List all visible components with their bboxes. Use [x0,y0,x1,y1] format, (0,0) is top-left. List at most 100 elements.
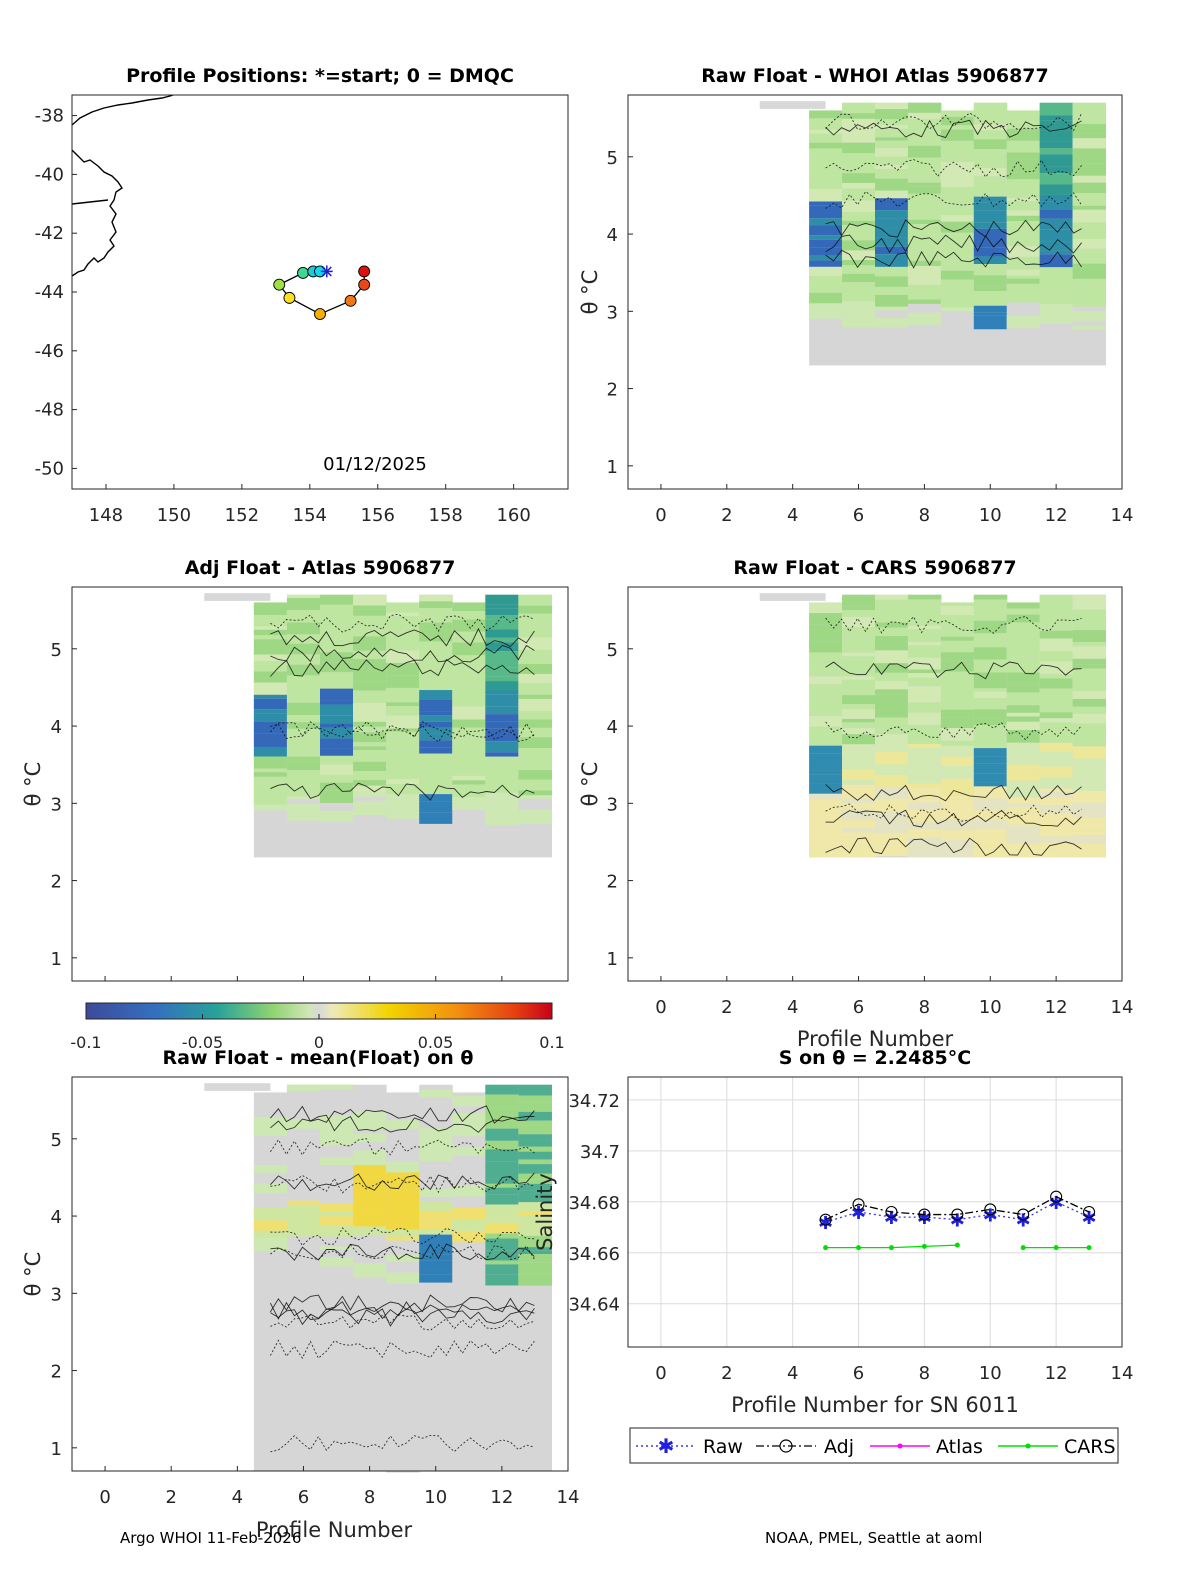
xtick-label: 4 [787,997,798,1018]
heatmap-cell [842,728,876,735]
heatmap-cell [940,241,975,249]
heatmap-cell [1039,288,1074,294]
heatmap-cell [353,726,387,733]
heatmap-cell [320,1115,354,1127]
heatmap-cell [875,844,909,857]
heatmap-cell [1039,250,1074,255]
heatmap-cell [973,222,1008,229]
heatmap-cell [940,129,975,141]
heatmap-cell [419,721,453,728]
sal-point-adj [885,1205,898,1219]
heatmap-cell [1039,274,1074,282]
heatmap-cell [809,235,843,240]
sal-xtick-label: 4 [787,1363,798,1384]
heatmap-cell [809,664,843,677]
heatmap-cell [1072,205,1107,210]
heatmap-cell [419,622,453,630]
heatmap-cell [842,153,876,162]
contour-line [269,1301,535,1321]
heatmap-cell [353,1150,387,1157]
profile-column [452,602,486,858]
sal-xtick-label: 0 [655,1363,666,1384]
colorbar-tick-label: -0.1 [70,1033,101,1052]
heatmap-cell [907,677,942,687]
heatmap-cell [907,747,942,756]
sal-xtick-label: 6 [853,1363,864,1384]
heatmap-cell [419,645,453,659]
heatmap-cell [452,775,486,781]
sal-xlabel: Profile Number for SN 6011 [731,1393,1019,1417]
heatmap-cell [353,811,387,816]
heatmap-cell [1006,172,1041,180]
heatmap-cell [940,605,975,615]
xtick-label: 6 [853,997,864,1018]
heatmap-cell [907,838,942,850]
heatmap-cell [973,659,1008,673]
heatmap-cell [386,1220,420,1230]
heatmap-cell [353,761,387,766]
sal-point-raw: ✱ [1082,1208,1097,1229]
heatmap-cell [940,298,975,308]
heatmap-cell [907,609,942,618]
heatmap-cell [518,594,552,606]
heatmap-cell [973,315,1008,326]
heatmap-cell [518,1125,552,1135]
heatmap-cell [286,761,321,771]
heatmap-cell [419,757,453,768]
heatmap-cell [1006,622,1041,628]
heatmap-cell [485,629,519,638]
heatmap-cell [253,780,288,793]
xtick-label: 14 [1111,997,1134,1018]
heatmap-cell [875,178,909,191]
heatmap-cell [419,1201,453,1212]
xtick-label: 8 [919,505,930,526]
heatmap-cell [875,140,909,149]
heatmap-cell [907,828,942,839]
sal-point-adj [951,1208,964,1221]
heatmap-cell [452,784,486,798]
heatmap-cell [518,779,552,791]
heatmap-cell [386,616,420,629]
profile-column [320,1084,354,1471]
heatmap-cell [842,204,876,213]
heatmap-cell [353,746,387,751]
heatmap-cell [973,152,1008,157]
map-title: Profile Positions: *=start; 0 = DMQC [126,65,514,87]
heatmap-cell [875,599,909,612]
heatmap-cell [809,820,843,829]
heatmap-cell [485,1222,519,1234]
heatmap-cell [842,709,876,719]
heatmap-cell [1039,712,1074,719]
heatmap-cell [842,273,876,283]
contour-lines [825,112,1083,269]
heatmap-cell [940,279,975,288]
contour-line [270,782,535,801]
heatmap-cell [518,1273,552,1286]
heatmap-cell [320,1246,354,1250]
heatmap-cell [1039,624,1074,631]
heatmap-cell [353,791,387,797]
heatmap-cell [940,756,975,767]
contour-line [270,613,535,633]
heatmap-cell [875,740,909,752]
heatmap-cell [1006,614,1041,623]
heatmap-cell [907,224,942,236]
heatmap-cell [1072,758,1107,767]
heatmap-cell [1039,722,1074,733]
heatmap-cell [1039,766,1074,778]
map-xtick-label: 156 [361,505,395,526]
heatmap-cell [1006,315,1041,329]
map-ytick-label: -50 [35,458,64,479]
heatmap-cell [875,594,909,600]
mean-title: Raw Float - mean(Float) on θ [163,1047,474,1069]
heatmap-cell [1039,757,1074,767]
heatmap-cell [1039,254,1074,268]
heatmap-cell [485,1084,519,1095]
heatmap-cell [286,722,321,729]
heatmap-cell [907,822,942,829]
heatmap-cell [386,612,420,617]
heatmap-cell [875,681,909,690]
contour-line [270,1172,535,1192]
ytick-label: 2 [51,872,62,893]
